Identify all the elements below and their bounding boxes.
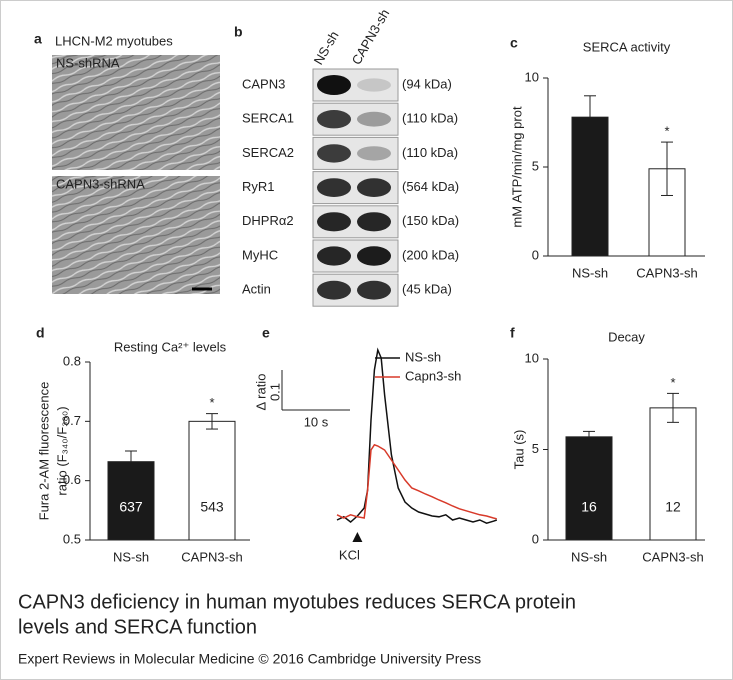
- caption: levels and SERCA function: [18, 616, 257, 638]
- n-label: 543: [200, 499, 224, 515]
- y-tick-label: 0: [532, 247, 539, 262]
- protein-label: CAPN3: [242, 76, 285, 91]
- protein-label: SERCA1: [242, 111, 294, 126]
- panel-letter: a: [34, 31, 42, 47]
- stimulus-arrow: [352, 532, 363, 542]
- significance: *: [664, 124, 669, 139]
- band: [357, 212, 391, 232]
- lane-label: NS-sh: [311, 28, 342, 67]
- band: [317, 280, 351, 300]
- band: [317, 110, 351, 129]
- size-label: (200 kDa): [402, 247, 459, 262]
- n-label: 637: [119, 499, 143, 515]
- y-axis-label: Tau (s): [511, 430, 526, 470]
- y-tick-label: 0.5: [63, 531, 81, 546]
- blot: [312, 68, 399, 102]
- band: [317, 75, 351, 95]
- protein-label: RyR1: [242, 179, 275, 194]
- n-label: 12: [665, 499, 681, 515]
- y-tick-label: 0.6: [63, 472, 81, 487]
- stimulus-label: KCl: [339, 547, 360, 562]
- micrograph: [52, 55, 220, 170]
- panel-letter: f: [510, 325, 515, 341]
- chart-title: Decay: [608, 329, 645, 344]
- micrograph: [52, 176, 220, 294]
- panel-letter: b: [234, 24, 243, 40]
- size-label: (564 kDa): [402, 179, 459, 194]
- panel-title: LHCN-M2 myotubes: [55, 33, 173, 48]
- x-tick-label: CAPN3-sh: [181, 549, 242, 564]
- significance: *: [209, 395, 214, 410]
- legend-label: NS-sh: [405, 349, 441, 364]
- bar: [188, 420, 236, 541]
- band: [317, 178, 351, 198]
- size-label: (94 kDa): [402, 76, 452, 91]
- bar: [649, 407, 697, 541]
- band: [357, 78, 391, 92]
- y-axis-label: mM ATP/min/mg prot: [509, 106, 524, 228]
- trace: [336, 443, 497, 520]
- size-label: (150 kDa): [402, 213, 459, 228]
- lane-label: CAPN3-sh: [349, 7, 393, 68]
- x-tick-label: CAPN3-sh: [636, 265, 697, 280]
- bar: [107, 461, 155, 541]
- band: [317, 246, 351, 266]
- x-tick-label: NS-sh: [571, 549, 607, 564]
- band: [357, 111, 391, 127]
- scale-bar-label: 10 s: [304, 414, 329, 429]
- panel-letter: c: [510, 35, 518, 51]
- credit: Expert Reviews in Molecular Medicine © 2…: [18, 651, 481, 667]
- x-tick-label: NS-sh: [113, 549, 149, 564]
- size-label: (45 kDa): [402, 282, 452, 297]
- band: [357, 246, 391, 266]
- x-tick-label: NS-sh: [572, 265, 608, 280]
- protein-label: MyHC: [242, 247, 278, 262]
- x-tick-label: CAPN3-sh: [642, 549, 703, 564]
- y-axis-label: Fura 2-AM fluorescence: [36, 382, 51, 521]
- y-tick-label: 0.8: [63, 353, 81, 368]
- y-tick-label: 10: [525, 350, 539, 365]
- band: [317, 212, 351, 232]
- protein-label: Actin: [242, 282, 271, 297]
- significance: *: [670, 375, 675, 390]
- panel-letter: e: [262, 325, 270, 341]
- chart-title: SERCA activity: [583, 39, 671, 54]
- y-tick-label: 5: [532, 441, 539, 456]
- chart-title: Resting Ca²⁺ levels: [114, 339, 227, 354]
- y-tick-label: 0.7: [63, 413, 81, 428]
- y-tick-label: 5: [532, 158, 539, 173]
- panel-letter: d: [36, 325, 45, 341]
- bar: [571, 116, 609, 257]
- y-tick-label: 10: [525, 69, 539, 84]
- band: [317, 144, 351, 163]
- caption: CAPN3 deficiency in human myotubes reduc…: [18, 591, 576, 613]
- y-tick-label: 0: [532, 531, 539, 546]
- y-axis-label: ratio (F₃₄₀/F₃₈₀): [54, 406, 69, 495]
- size-label: (110 kDa): [402, 111, 458, 126]
- n-label: 16: [581, 499, 597, 515]
- band: [357, 146, 391, 161]
- image-label: NS-shRNA: [56, 55, 120, 70]
- protein-label: SERCA2: [242, 145, 294, 160]
- protein-label: DHPRα2: [242, 213, 294, 228]
- scale-bar-title: Δ ratio: [253, 374, 268, 411]
- scale-bar-label: 0.1: [267, 383, 282, 401]
- band: [357, 280, 391, 300]
- legend-label: Capn3-sh: [405, 368, 461, 383]
- size-label: (110 kDa): [402, 145, 458, 160]
- band: [357, 178, 391, 198]
- bar: [565, 436, 613, 541]
- image-label: CAPN3-shRNA: [56, 176, 145, 191]
